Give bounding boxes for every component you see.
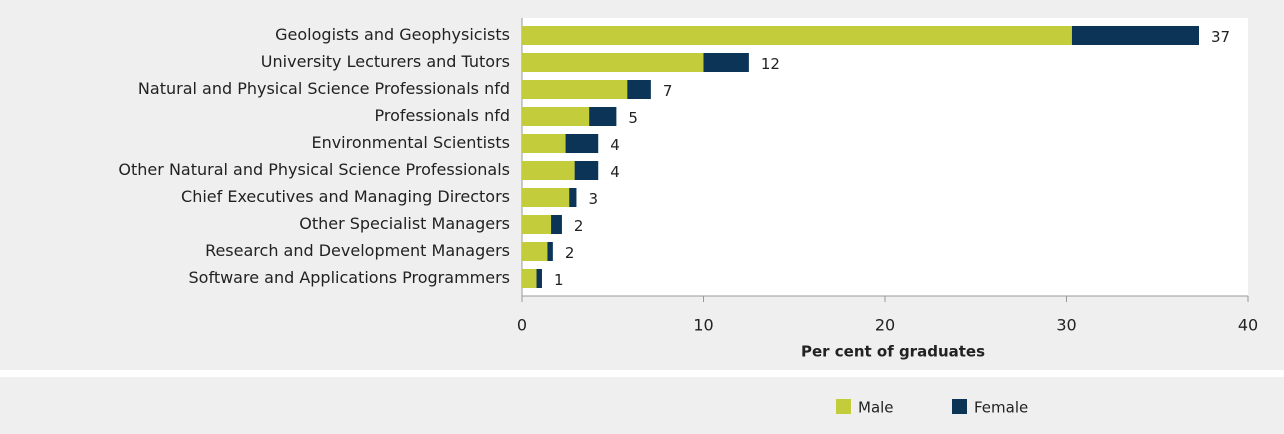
bar [589, 107, 617, 126]
bar [536, 269, 542, 288]
bar [1071, 26, 1199, 45]
bar [551, 215, 562, 234]
legend-panel [0, 377, 1284, 434]
legend-label: Male [858, 399, 894, 417]
x-tick-label: 0 [517, 316, 527, 335]
total-label: 5 [628, 109, 638, 127]
bar [522, 269, 537, 288]
y-tick-label: Geologists and Geophysicists [275, 25, 510, 44]
x-tick-label: 10 [693, 316, 713, 335]
total-label: 3 [588, 190, 598, 208]
y-tick-label: Research and Development Managers [205, 241, 510, 260]
total-label: 2 [565, 244, 575, 262]
x-axis-label: Per cent of graduates [801, 343, 985, 361]
y-tick-label: Professionals nfd [374, 106, 510, 125]
bar [522, 26, 1072, 45]
bar [574, 161, 599, 180]
y-tick-label: Software and Applications Programmers [189, 268, 510, 287]
total-label: 1 [554, 271, 564, 289]
y-tick-label: Other Specialist Managers [299, 214, 510, 233]
legend-swatch [952, 399, 967, 414]
bar [522, 53, 704, 72]
y-tick-label: University Lecturers and Tutors [261, 52, 510, 71]
bar [522, 134, 566, 153]
y-tick-label: Chief Executives and Managing Directors [181, 187, 510, 206]
x-tick-label: 20 [875, 316, 895, 335]
x-tick-label: 30 [1056, 316, 1076, 335]
bar [565, 134, 599, 153]
y-tick-label: Natural and Physical Science Professiona… [138, 79, 510, 98]
total-label: 12 [761, 55, 780, 73]
bar [703, 53, 749, 72]
bar [522, 242, 548, 261]
y-tick-label: Environmental Scientists [311, 133, 510, 152]
total-label: 4 [610, 163, 620, 181]
legend-label: Female [974, 399, 1028, 417]
bar [627, 80, 651, 99]
total-label: 4 [610, 136, 620, 154]
total-label: 37 [1211, 28, 1230, 46]
bar [547, 242, 553, 261]
bar [522, 188, 570, 207]
x-tick-label: 40 [1238, 316, 1258, 335]
y-tick-label: Other Natural and Physical Science Profe… [118, 160, 510, 179]
bar [569, 188, 577, 207]
bar [522, 215, 552, 234]
total-label: 7 [663, 82, 673, 100]
bar [522, 80, 628, 99]
total-label: 2 [574, 217, 584, 235]
bar [522, 161, 575, 180]
legend-swatch [836, 399, 851, 414]
bar [522, 107, 590, 126]
